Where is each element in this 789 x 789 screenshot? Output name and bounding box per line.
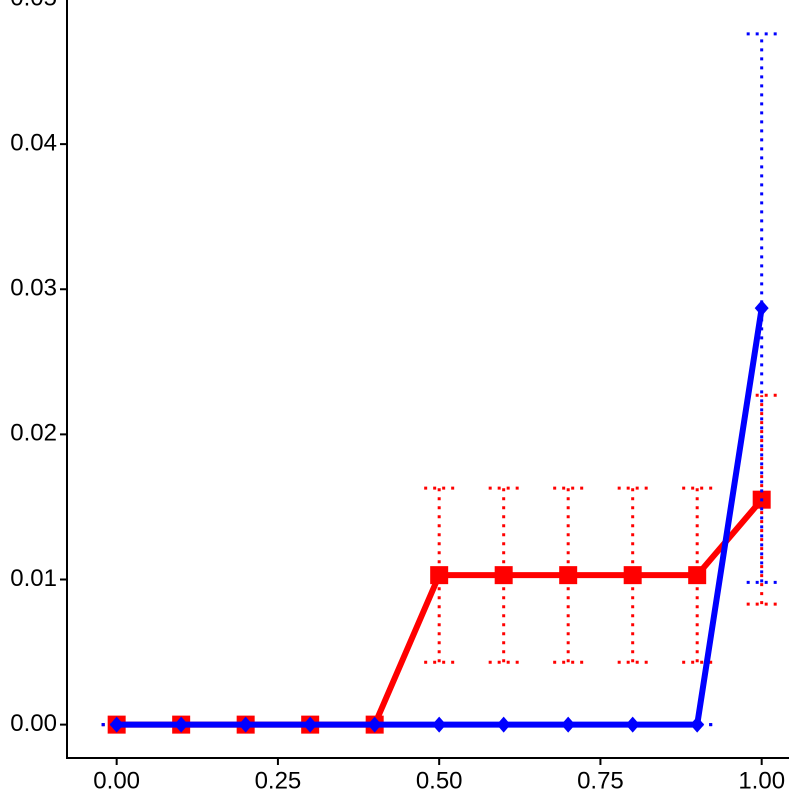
marker — [109, 716, 124, 733]
error-bar — [553, 486, 584, 664]
error-bar — [424, 486, 455, 664]
error-bar — [617, 486, 648, 664]
marker — [430, 566, 449, 585]
marker — [238, 716, 253, 733]
error-bar — [746, 32, 777, 584]
marker — [623, 566, 642, 585]
x-tick-label: 0.50 — [416, 767, 463, 789]
y-tick-label: 0.01 — [10, 565, 57, 592]
x-tick-label: 1.00 — [738, 767, 785, 789]
marker — [367, 716, 382, 733]
plot-frame — [66, 0, 789, 759]
marker — [559, 566, 578, 585]
y-tick-label: 0.00 — [10, 710, 57, 737]
y-tick-label: 0.05 — [10, 0, 57, 11]
marker — [690, 716, 705, 733]
y-tick-label: 0.03 — [10, 275, 57, 302]
x-tick-label: 0.25 — [255, 767, 302, 789]
marker — [561, 716, 576, 733]
x-tick-label: 0.75 — [577, 767, 624, 789]
marker — [174, 716, 189, 733]
x-tick-label: 0.00 — [93, 767, 140, 789]
marker — [688, 566, 707, 585]
marker — [432, 716, 447, 733]
marker — [303, 716, 318, 733]
error-bar — [682, 486, 713, 664]
marker — [754, 300, 769, 317]
error-bar — [488, 486, 519, 664]
y-tick-label: 0.02 — [10, 420, 57, 447]
y-tick-label: 0.04 — [10, 129, 57, 156]
marker — [625, 716, 640, 733]
marker — [496, 716, 511, 733]
marker — [494, 566, 513, 585]
